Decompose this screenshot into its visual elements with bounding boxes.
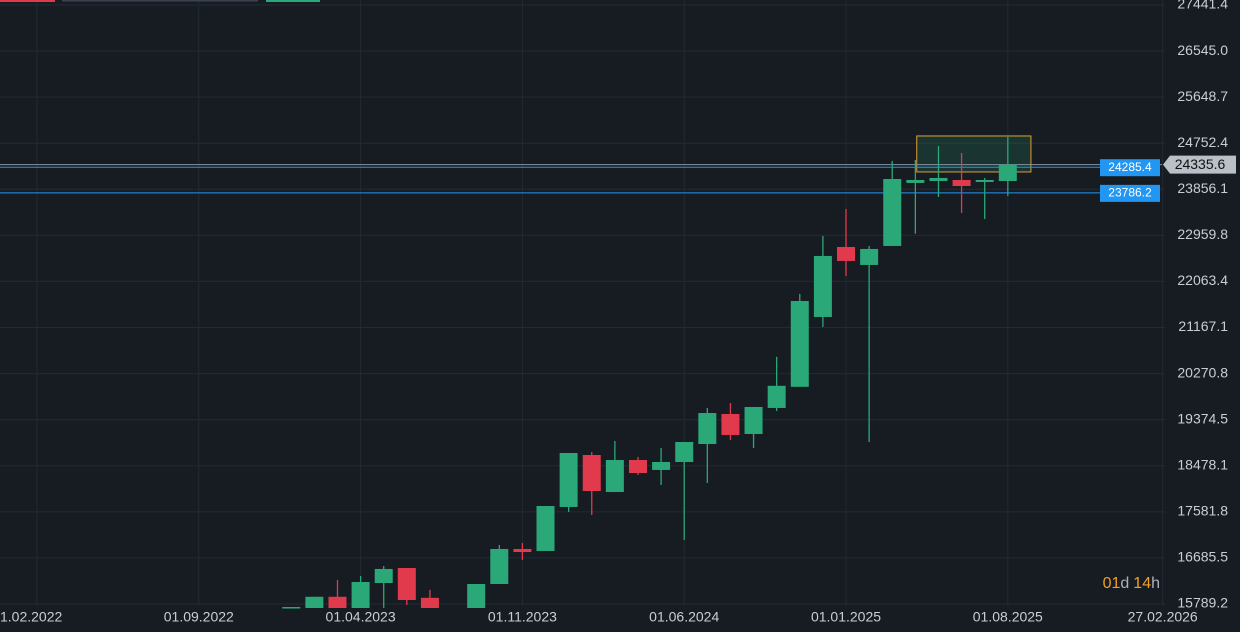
candles — [282, 137, 1017, 609]
candle-body — [929, 177, 948, 182]
candle-body — [675, 441, 694, 462]
candle-body — [698, 413, 717, 445]
candle-body — [467, 583, 486, 608]
candle-body — [282, 607, 301, 609]
candle-body — [790, 300, 809, 387]
y-tick-label: 22063.4 — [1177, 272, 1228, 288]
candle-body — [328, 596, 347, 608]
y-tick-label: 21167.1 — [1178, 318, 1228, 334]
candle-body — [420, 597, 439, 608]
y-tick-label: 19374.5 — [1177, 410, 1228, 426]
y-tick-label: 15789.2 — [1177, 595, 1228, 611]
toolbar-badge[interactable] — [0, 0, 55, 2]
y-tick-label: 23856.1 — [1177, 180, 1228, 196]
candle-body — [536, 506, 555, 551]
candle-body — [582, 455, 601, 491]
y-tick-label: 24752.4 — [1177, 134, 1228, 150]
candle-body — [744, 406, 763, 434]
candle-body — [652, 461, 671, 470]
x-tick-label: 01.08.2025 — [973, 609, 1043, 625]
candle-body — [628, 459, 647, 473]
candle-body — [837, 246, 856, 261]
x-tick-label: 01.09.2022 — [164, 609, 234, 625]
candle-body — [305, 596, 324, 608]
candle-body — [860, 248, 879, 265]
price-badge-label: 24285.4 — [1108, 160, 1152, 174]
candle-body — [767, 385, 786, 408]
candle-body — [975, 179, 994, 182]
y-tick-label: 16685.5 — [1177, 549, 1228, 565]
candle-body — [605, 459, 624, 493]
x-tick-label: 01.04.2023 — [326, 609, 396, 625]
price-badge-label: 23786.2 — [1108, 186, 1152, 200]
candle-body — [559, 453, 578, 507]
x-tick-label: 27.02.2026 — [1128, 609, 1198, 625]
candle-body — [998, 164, 1017, 182]
candle-body — [721, 413, 740, 435]
candle-body — [906, 179, 925, 183]
price-badge — [1100, 159, 1160, 177]
x-tick-label: 1.02.2022 — [0, 609, 62, 625]
price-badge — [1100, 184, 1160, 202]
candle-body — [813, 255, 832, 317]
y-tick-label: 22959.8 — [1177, 226, 1228, 242]
candle-body — [374, 568, 393, 584]
y-tick-label: 17581.8 — [1177, 503, 1228, 519]
y-tick-label: 20270.8 — [1177, 364, 1228, 380]
last-price-badge — [1163, 155, 1236, 174]
countdown: 01d 14h — [1103, 575, 1160, 592]
x-tick-label: 01.06.2024 — [649, 609, 719, 625]
candle-body — [351, 581, 370, 608]
candle-body — [490, 548, 509, 584]
candle-body — [513, 548, 532, 553]
countdown-part: h — [1151, 575, 1160, 592]
countdown-part: 14 — [1133, 575, 1151, 592]
countdown-part: d — [1120, 575, 1129, 592]
candle-body — [397, 567, 416, 600]
y-tick-label: 25648.7 — [1177, 88, 1228, 104]
toolbar-badge[interactable] — [266, 0, 320, 2]
x-tick-label: 01.11.2023 — [488, 609, 557, 625]
toolbar-field[interactable] — [62, 0, 258, 2]
x-tick-label: 01.01.2025 — [811, 609, 881, 625]
candle-body — [883, 178, 902, 246]
y-tick-label: 26545.0 — [1177, 42, 1228, 58]
candle-body — [952, 179, 971, 186]
countdown-part: 01 — [1103, 575, 1121, 592]
last-price-label: 24335.6 — [1175, 156, 1226, 172]
y-tick-label: 27441.4 — [1177, 0, 1228, 12]
y-tick-label: 18478.1 — [1177, 456, 1228, 472]
grid — [0, 0, 1165, 606]
